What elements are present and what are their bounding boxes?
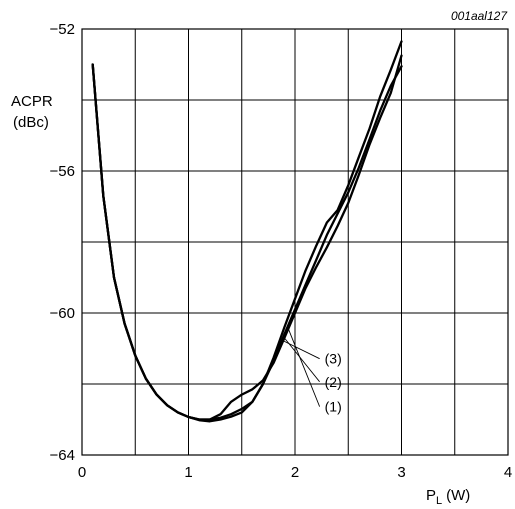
callout-leader: [283, 337, 320, 383]
x-axis-title-main: P: [426, 487, 436, 504]
x-axis-title-subscript: L: [436, 495, 442, 507]
y-tick-labels: −64 −60 −56 −52: [50, 21, 75, 464]
y-tick-label: −64: [50, 447, 75, 464]
callout-label: (1): [325, 399, 342, 415]
x-tick-label: 3: [397, 464, 405, 481]
x-tick-labels: 0 1 2 3 4: [78, 464, 512, 481]
grid: [82, 29, 508, 455]
callout-leader: [279, 338, 320, 360]
callout-label: (3): [325, 351, 342, 367]
series-callouts: (3) (2) (1): [279, 326, 342, 415]
y-tick-label: −60: [50, 305, 75, 322]
x-tick-label: 0: [78, 464, 86, 481]
callout-leader: [287, 326, 321, 407]
x-axis-title-unit: (W): [446, 487, 470, 504]
x-tick-label: 4: [504, 464, 512, 481]
y-axis-title-line1: ACPR: [11, 93, 53, 110]
x-axis-title: PL (W): [426, 487, 470, 507]
y-tick-label: −52: [50, 21, 75, 38]
callout-label: (2): [325, 374, 342, 390]
y-axis-title-line2: (dBc): [13, 114, 49, 131]
y-tick-label: −56: [50, 163, 75, 180]
series-lines: [91, 40, 403, 423]
series-line-1: [91, 63, 403, 423]
x-tick-label: 1: [184, 464, 192, 481]
series-line-3: [91, 40, 403, 421]
figure-id: 001aal127: [451, 9, 508, 23]
plot-frame: [81, 28, 509, 456]
x-tick-label: 2: [291, 464, 299, 481]
